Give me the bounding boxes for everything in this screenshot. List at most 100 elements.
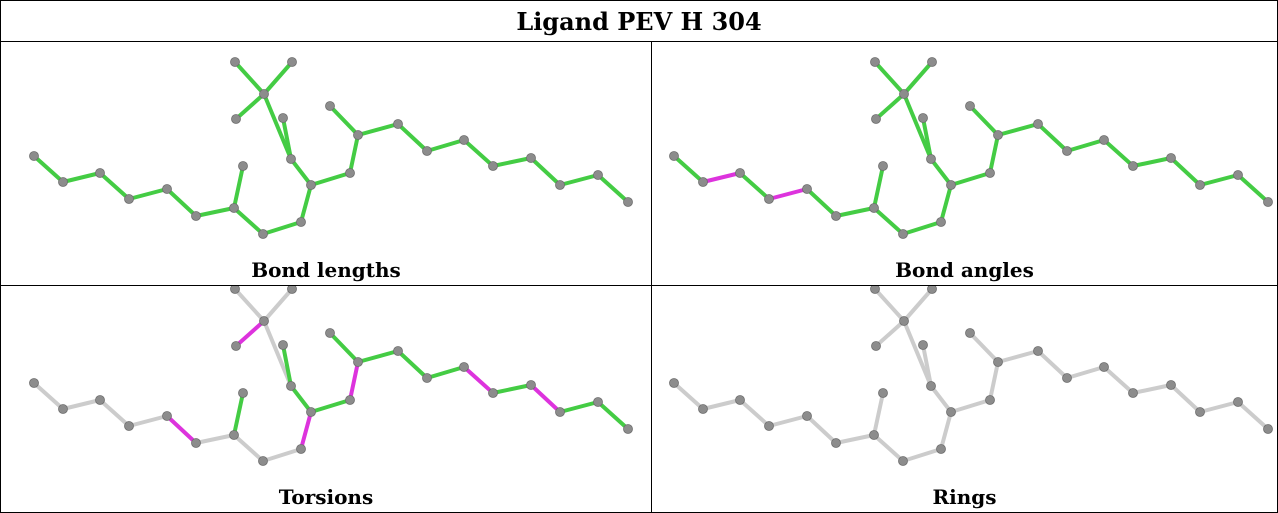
atom — [927, 57, 937, 67]
atom — [735, 168, 745, 178]
atom — [965, 101, 975, 111]
atom — [29, 151, 39, 161]
atom — [936, 217, 946, 227]
atom — [1195, 407, 1205, 417]
panel-torsions: Torsions — [1, 286, 651, 512]
bond — [194, 433, 236, 445]
atom — [878, 388, 888, 398]
bond — [996, 122, 1040, 137]
atom — [1062, 146, 1072, 156]
row-divider — [1, 285, 1277, 286]
bond — [767, 414, 809, 428]
atom — [230, 286, 240, 294]
bond — [529, 383, 562, 414]
atom — [259, 316, 269, 326]
bond — [61, 398, 102, 411]
bond — [98, 171, 131, 201]
atom — [1128, 388, 1138, 398]
bond — [701, 171, 742, 184]
atom — [287, 57, 297, 67]
atom — [871, 341, 881, 351]
bond — [32, 154, 65, 184]
atom — [1128, 161, 1138, 171]
atom — [345, 168, 355, 178]
atom — [422, 373, 432, 383]
atom — [258, 229, 268, 239]
atom — [1263, 424, 1273, 434]
bond — [872, 164, 885, 210]
bond — [233, 287, 266, 323]
bond — [738, 398, 771, 428]
bond — [425, 365, 466, 380]
atom — [58, 404, 68, 414]
bond — [1198, 173, 1240, 187]
bond — [596, 173, 630, 204]
bond — [939, 183, 953, 224]
bond — [1169, 383, 1202, 414]
atom — [296, 217, 306, 227]
bond — [98, 398, 131, 428]
bond — [232, 206, 265, 236]
bond — [767, 187, 809, 201]
atom — [1195, 180, 1205, 190]
molecule-bond-lengths — [29, 57, 633, 239]
atom — [191, 211, 201, 221]
atom — [802, 411, 812, 421]
atom — [985, 395, 995, 405]
bond — [902, 287, 934, 323]
bond — [289, 157, 313, 187]
bond — [32, 381, 65, 411]
atom — [669, 151, 679, 161]
atom — [802, 184, 812, 194]
atom — [764, 194, 774, 204]
atom — [278, 340, 288, 350]
bond — [165, 414, 198, 445]
atom — [698, 177, 708, 187]
bond — [988, 133, 1000, 175]
bond — [1036, 349, 1069, 380]
molecule-bond-angles — [669, 57, 1273, 239]
bond — [672, 381, 705, 411]
atom — [325, 101, 335, 111]
atom — [459, 135, 469, 145]
atom — [393, 119, 403, 129]
bond — [232, 164, 245, 210]
atom — [191, 438, 201, 448]
atom — [238, 388, 248, 398]
bond — [558, 400, 600, 414]
atom — [918, 113, 928, 123]
bond — [1102, 138, 1135, 168]
panel-bond-lengths: Bond lengths — [1, 42, 651, 285]
atom — [286, 381, 296, 391]
panel-rings: Rings — [652, 286, 1277, 512]
bond — [127, 187, 169, 201]
atom — [985, 168, 995, 178]
atom — [306, 180, 316, 190]
atom — [831, 438, 841, 448]
bond — [261, 220, 303, 236]
atom — [124, 421, 134, 431]
atom — [526, 153, 536, 163]
atom — [229, 430, 239, 440]
atom — [29, 378, 39, 388]
bond — [261, 447, 303, 463]
bond — [874, 92, 906, 121]
bond — [1131, 383, 1173, 395]
atom — [1166, 153, 1176, 163]
atom — [124, 194, 134, 204]
atom — [230, 57, 240, 67]
panel-bond-angles: Bond angles — [652, 42, 1277, 285]
atom — [869, 203, 879, 213]
bond — [234, 319, 266, 348]
atom — [946, 407, 956, 417]
bond — [328, 104, 360, 137]
atom — [353, 357, 363, 367]
atom — [393, 346, 403, 356]
bond — [949, 171, 992, 187]
bond — [805, 187, 838, 218]
bond — [281, 116, 293, 161]
atom — [1033, 119, 1043, 129]
bond — [901, 447, 943, 463]
bond — [596, 400, 630, 431]
bond — [1236, 173, 1270, 204]
